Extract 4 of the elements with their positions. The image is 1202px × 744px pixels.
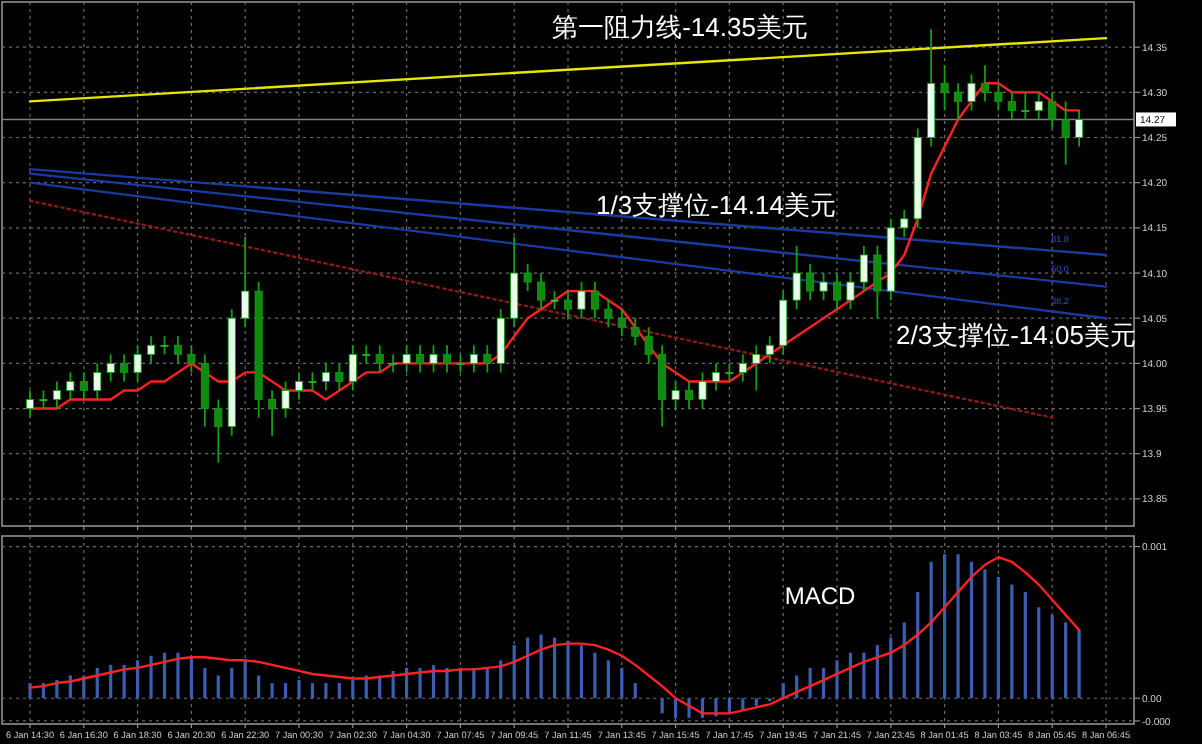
annotation: MACD: [784, 582, 856, 610]
annotation: 2/3支撑位-14.05美元: [896, 320, 1136, 350]
annotation: 1/3支撑位-14.14美元: [596, 190, 836, 220]
annotation: 第一阻力线-14.35美元: [552, 12, 808, 42]
